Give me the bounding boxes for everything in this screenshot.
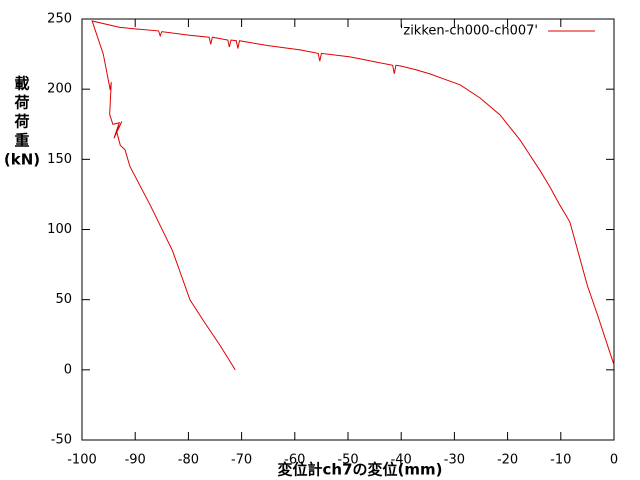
- y-tick-label: 250: [47, 12, 72, 27]
- x-tick-label: -70: [231, 453, 252, 468]
- x-tick-label: -80: [178, 453, 199, 468]
- y-axis-label: 載: [14, 75, 29, 93]
- data-line: [91, 20, 615, 371]
- y-tick-label: 100: [47, 222, 72, 237]
- x-tick-label: -100: [67, 453, 97, 468]
- y-tick-label: 50: [55, 292, 72, 307]
- x-tick-label: -10: [550, 453, 571, 468]
- y-tick-label: -50: [51, 433, 72, 448]
- y-tick-label: 200: [47, 82, 72, 97]
- x-tick-label: -90: [125, 453, 146, 468]
- y-axis-label: 荷: [14, 113, 29, 131]
- x-axis-label: 変位計ch7の変位(mm): [278, 461, 443, 479]
- y-tick-label: 0: [64, 362, 72, 377]
- y-axis-label: 重: [14, 132, 29, 150]
- x-tick-label: -60: [284, 453, 305, 468]
- x-tick-label: -20: [497, 453, 518, 468]
- x-tick-label: -30: [444, 453, 465, 468]
- x-tick-label: -50: [337, 453, 358, 468]
- y-axis-label: 荷: [14, 94, 29, 112]
- x-tick-label: -40: [391, 453, 412, 468]
- y-axis-label: (kN): [4, 151, 40, 169]
- y-tick-label: 150: [47, 152, 72, 167]
- legend-label: 'zikken-ch000-ch007': [400, 24, 538, 39]
- x-tick-label: 0: [610, 453, 618, 468]
